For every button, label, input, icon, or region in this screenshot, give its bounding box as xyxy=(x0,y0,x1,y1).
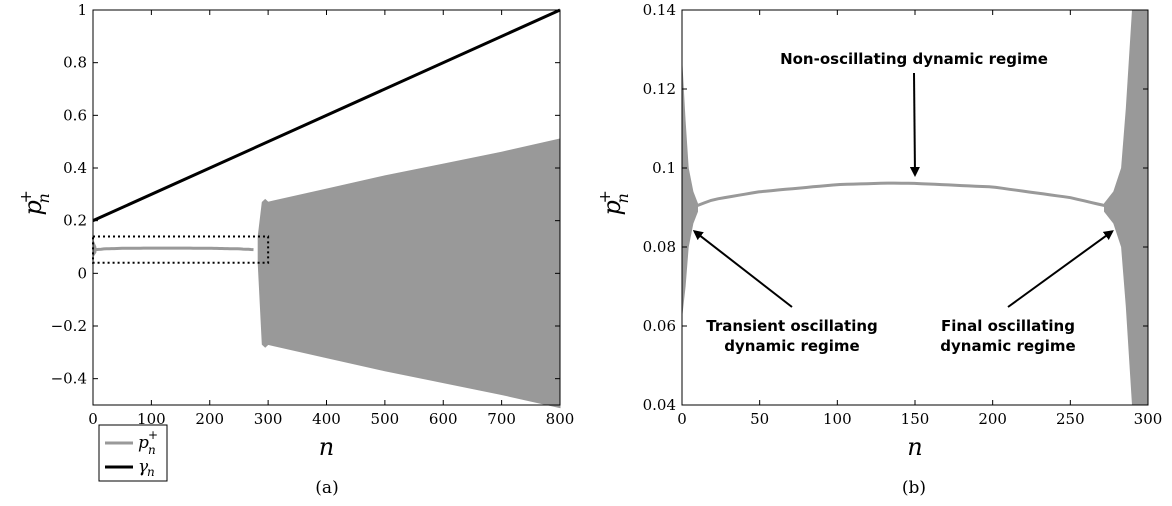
svg-text:+: + xyxy=(595,190,614,203)
panel-a-ticks: 0 100 200 300 400 500 600 700 800 −0.4 −0.2 0 0.2 0.4… xyxy=(51,1,575,428)
panel-b-ytick-label: 0.12 xyxy=(643,80,676,98)
annotation-transient-oscillating-text: dynamic regime xyxy=(724,337,859,355)
series-p-initial-transient xyxy=(681,65,698,315)
svg-text:n: n xyxy=(34,193,53,203)
panel-b-y-axis-label: p + n xyxy=(595,190,632,215)
panel-b-xtick-label: 300 xyxy=(1134,410,1163,428)
panel-b-ticks: 0 50 100 150 200 250 300 0.04 0.06 0.08 0.1 0.12 0.1… xyxy=(643,1,1163,428)
annotation-transient-oscillating-text: Transient oscillating xyxy=(706,317,878,335)
annotation-transient-oscillating: Transient oscillating dynamic regime xyxy=(692,230,878,355)
svg-text:p: p xyxy=(138,433,149,453)
panel-b-xtick-label: 200 xyxy=(978,410,1007,428)
svg-text:n: n xyxy=(613,193,632,203)
panel-b-caption: (b) xyxy=(902,478,926,498)
panel-a-ytick-label: 0.8 xyxy=(63,54,87,72)
panel-a-xtick-label: 700 xyxy=(487,410,516,428)
svg-text:n: n xyxy=(148,443,156,457)
panel-a-legend: p + n γ n xyxy=(98,424,168,482)
series-p-stable-curve xyxy=(696,181,1105,207)
panel-a-xtick-label: 200 xyxy=(195,410,224,428)
panel-b-ytick-label: 0.04 xyxy=(643,396,676,414)
annotation-non-oscillating-text: Non-oscillating dynamic regime xyxy=(780,50,1048,68)
panel-b-ytick-label: 0.14 xyxy=(643,1,676,19)
panel-b-ytick-label: 0.1 xyxy=(652,159,676,177)
panel-b: 0 50 100 150 200 250 300 0.04 0.06 0.08 0.1 0.12 0.1… xyxy=(595,1,1162,498)
annotation-non-oscillating-arrow xyxy=(909,72,920,178)
panel-a-ytick-label: 0.4 xyxy=(63,159,87,177)
panel-b-ytick-label: 0.08 xyxy=(643,238,676,256)
legend-label-gamma: γ n xyxy=(138,457,155,479)
panel-a-ytick-label: −0.2 xyxy=(51,317,87,335)
panel-a-y-axis-label: p + n xyxy=(16,190,53,215)
panel-a-xtick-label: 800 xyxy=(546,410,575,428)
svg-text:p: p xyxy=(598,200,626,215)
panel-a-data-layer xyxy=(92,8,561,409)
panel-a-ytick-label: 0.2 xyxy=(63,212,87,230)
panel-b-xtick-label: 100 xyxy=(823,410,852,428)
svg-text:γ: γ xyxy=(138,457,149,477)
panel-b-ytick-label: 0.06 xyxy=(643,317,676,335)
panel-a-x-axis-label: n xyxy=(319,433,334,461)
series-p-oscillating-envelope xyxy=(257,138,561,409)
series-p-final-transient xyxy=(1104,9,1149,406)
panel-b-data-layer xyxy=(681,9,1149,406)
legend-label-p: p + n xyxy=(138,428,158,457)
svg-text:+: + xyxy=(16,190,35,203)
annotation-transient-oscillating-arrow xyxy=(692,230,793,308)
panel-b-xtick-label: 50 xyxy=(750,410,769,428)
svg-text:n: n xyxy=(147,465,155,479)
panel-a-xtick-label: 500 xyxy=(371,410,400,428)
annotation-final-oscillating-text: dynamic regime xyxy=(940,337,1075,355)
annotation-final-oscillating: Final oscillating dynamic regime xyxy=(940,230,1114,355)
panel-b-xtick-label: 250 xyxy=(1056,410,1085,428)
panel-b-x-axis-label: n xyxy=(907,433,922,461)
panel-a-ytick-label: 0 xyxy=(77,264,87,282)
panel-b-xtick-label: 150 xyxy=(901,410,930,428)
panel-a: 0 100 200 300 400 500 600 700 800 −0.4 −0.2 0 0.2 0.4… xyxy=(16,1,574,498)
panel-a-xtick-label: 600 xyxy=(429,410,458,428)
panel-a-xtick-label: 400 xyxy=(312,410,341,428)
panel-b-annotations: Non-oscillating dynamic regime Transient … xyxy=(692,50,1114,355)
panel-a-xtick-label: 100 xyxy=(137,410,166,428)
panel-a-ytick-label: 0.6 xyxy=(63,106,87,124)
series-gamma-line xyxy=(92,8,561,223)
panel-a-xtick-label: 0 xyxy=(88,410,98,428)
annotation-final-oscillating-arrow xyxy=(1007,230,1114,308)
panel-a-xtick-label: 300 xyxy=(254,410,283,428)
panel-a-caption: (a) xyxy=(315,478,338,498)
svg-text:+: + xyxy=(148,428,158,442)
svg-text:p: p xyxy=(19,200,47,215)
annotation-final-oscillating-text: Final oscillating xyxy=(941,317,1075,335)
annotation-non-oscillating: Non-oscillating dynamic regime xyxy=(780,50,1048,178)
panel-a-ytick-label: −0.4 xyxy=(51,370,87,388)
panel-a-ytick-label: 1 xyxy=(77,1,87,19)
series-p-stable-curve xyxy=(95,246,254,252)
panel-b-xtick-label: 0 xyxy=(677,410,687,428)
